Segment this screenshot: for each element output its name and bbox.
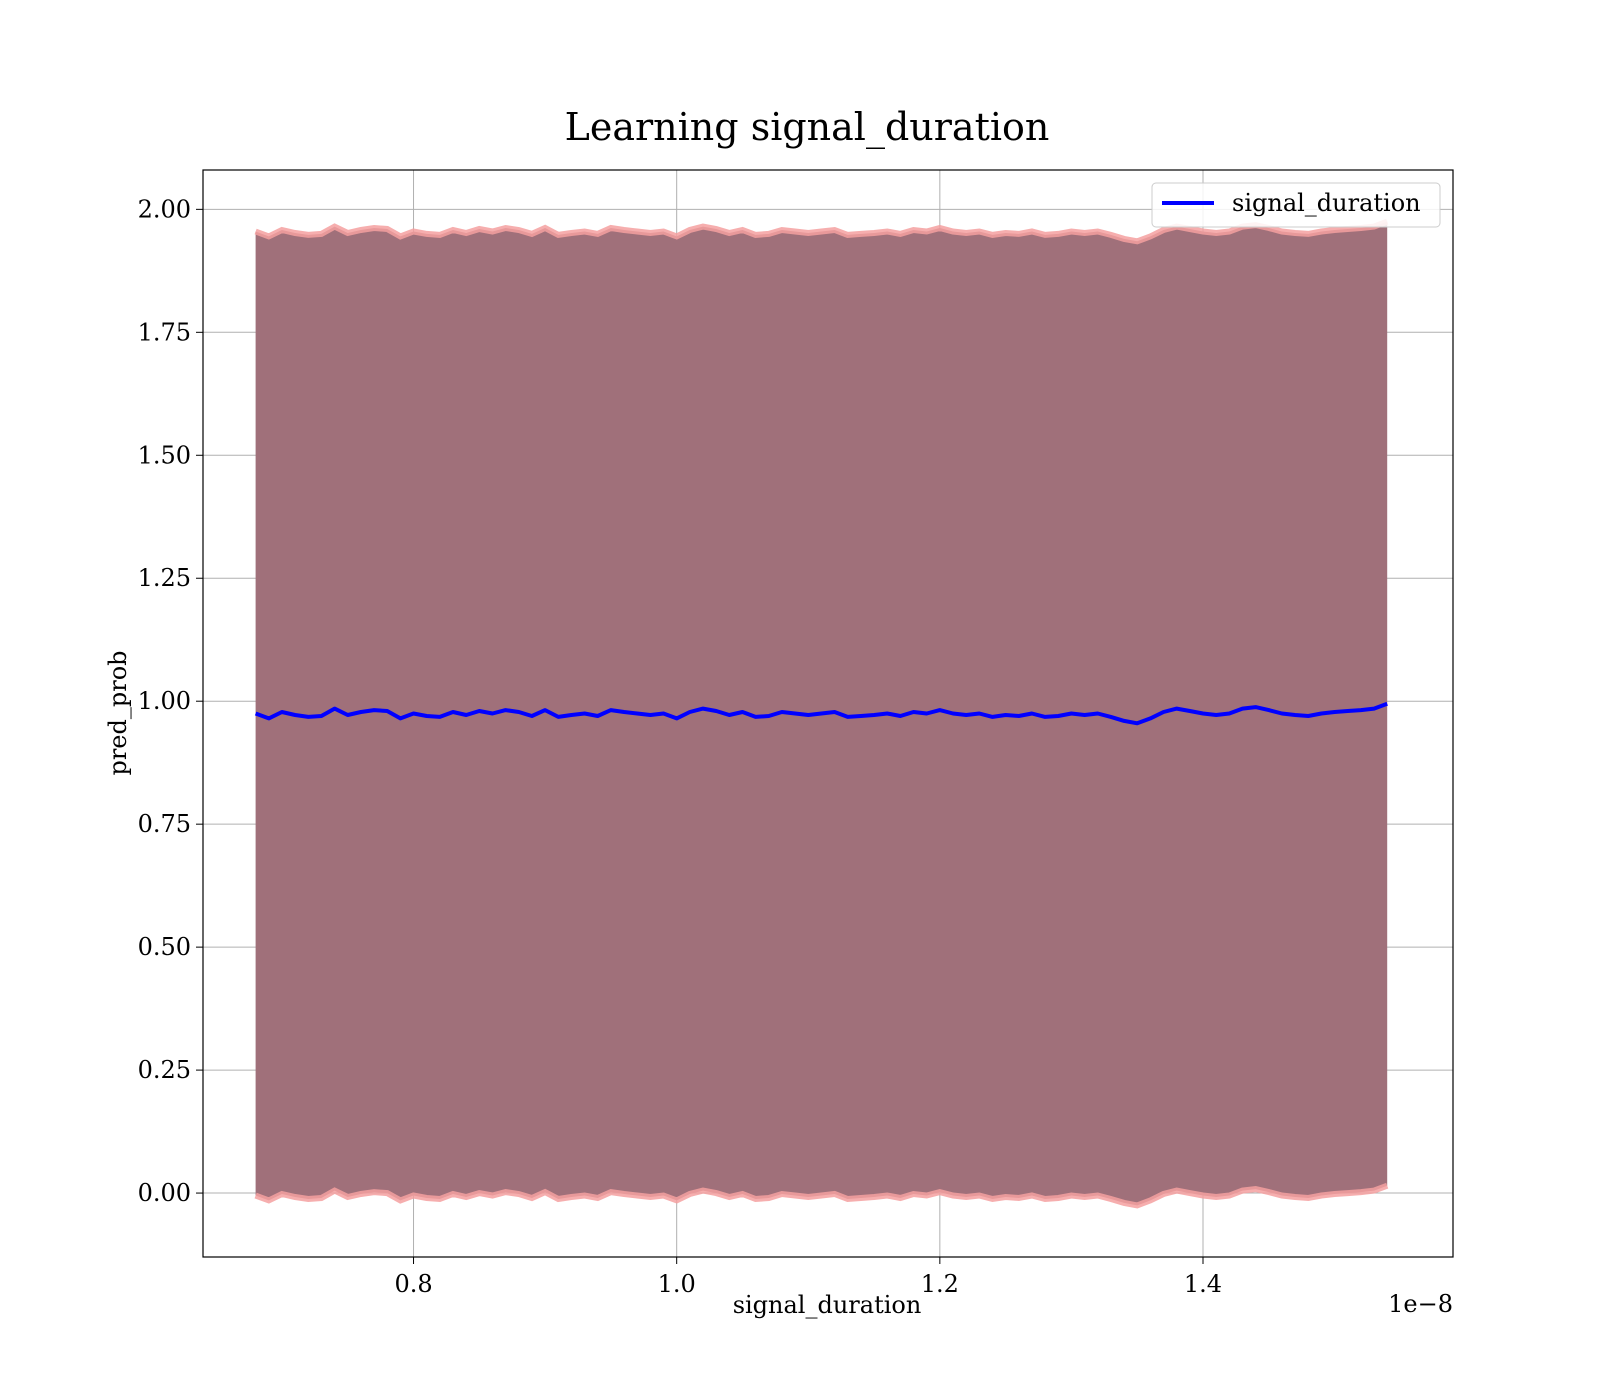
y-tick-label: 2.00 <box>138 195 191 223</box>
legend-box <box>1151 182 1441 228</box>
series-line-signal-duration <box>254 701 1388 726</box>
y-tick-label: 0.25 <box>138 1056 191 1084</box>
x-tick-label: 1.2 <box>921 1270 959 1298</box>
y-tick-label: 0.00 <box>138 1179 191 1207</box>
x-tick-label: 0.8 <box>394 1270 432 1298</box>
y-tick-label: 1.50 <box>138 441 191 469</box>
y-tick-label: 1.75 <box>138 318 191 346</box>
x-tick-label: 1.4 <box>1184 1270 1222 1298</box>
legend: signal_duration <box>1151 182 1441 228</box>
y-axis-ticks: 0.00 0.25 0.50 0.75 1.00 1.25 1.50 1.75 2.00 <box>138 195 203 1207</box>
x-axis-offset-label: 1e−8 <box>1388 1290 1453 1318</box>
x-tick-label: 1.0 <box>658 1270 696 1298</box>
y-axis-label: pred_prob <box>104 650 132 775</box>
x-axis-label: signal_duration <box>733 1291 922 1319</box>
y-tick-label: 1.00 <box>138 687 191 715</box>
legend-label-signal-duration: signal_duration <box>1232 189 1421 217</box>
band-lower-edge <box>254 1182 1389 1209</box>
chart-title: Learning signal_duration <box>565 105 1050 150</box>
band-upper-edge <box>254 218 1389 245</box>
series-lines <box>254 701 1388 726</box>
y-tick-label: 0.50 <box>138 933 191 961</box>
y-tick-label: 1.25 <box>138 564 191 592</box>
plot-area-frame <box>202 169 1454 1258</box>
y-tick-label: 0.75 <box>138 810 191 838</box>
x-axis-ticks: 0.8 1.0 1.2 1.4 <box>394 1257 1222 1298</box>
